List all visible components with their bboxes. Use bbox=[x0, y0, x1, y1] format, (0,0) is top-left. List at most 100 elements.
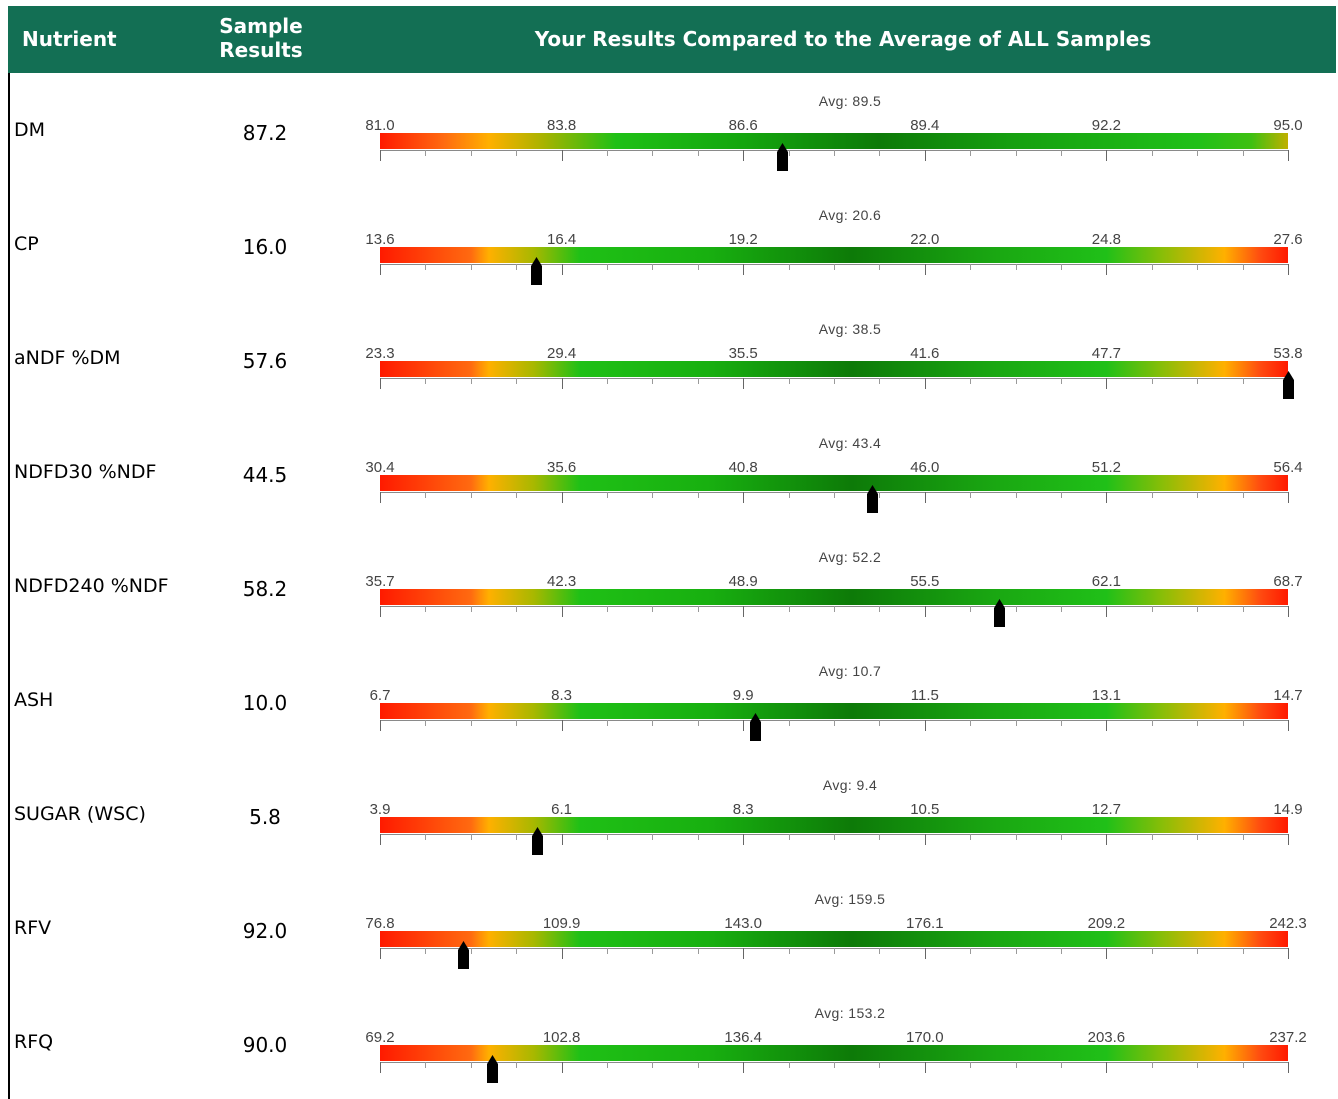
sample-marker-icon bbox=[531, 827, 543, 855]
nutrient-name: RFV bbox=[14, 917, 52, 939]
minor-tick bbox=[607, 264, 608, 270]
sample-marker-icon bbox=[994, 599, 1006, 627]
range-gradient-bar bbox=[380, 475, 1288, 491]
minor-tick bbox=[970, 834, 971, 840]
scale-tick-label: 14.9 bbox=[1273, 801, 1303, 818]
minor-tick bbox=[789, 606, 790, 612]
minor-tick bbox=[1061, 1062, 1062, 1068]
minor-tick bbox=[471, 492, 472, 498]
minor-tick bbox=[1152, 150, 1153, 156]
scale-tick-label: 14.7 bbox=[1273, 687, 1303, 704]
minor-tick bbox=[834, 834, 835, 840]
table-left-border bbox=[8, 73, 10, 1099]
major-tick bbox=[1288, 720, 1289, 731]
major-tick bbox=[380, 150, 381, 161]
minor-tick bbox=[607, 948, 608, 954]
minor-tick bbox=[425, 720, 426, 726]
minor-tick bbox=[698, 492, 699, 498]
major-tick bbox=[743, 948, 744, 959]
major-tick bbox=[380, 606, 381, 617]
minor-tick bbox=[1061, 264, 1062, 270]
minor-tick bbox=[607, 492, 608, 498]
major-tick bbox=[1288, 834, 1289, 845]
minor-tick bbox=[1197, 492, 1198, 498]
sample-result-value: 92.0 bbox=[242, 919, 288, 943]
scale-tick-label: 102.8 bbox=[542, 1029, 581, 1046]
minor-tick bbox=[652, 606, 653, 612]
table-header: Nutrient Sample Results Your Results Com… bbox=[8, 6, 1336, 73]
scale-tick-label: 35.6 bbox=[546, 459, 577, 476]
minor-tick bbox=[970, 492, 971, 498]
scale-tick-label: 55.5 bbox=[910, 573, 940, 590]
scale-tick-label: 8.3 bbox=[551, 687, 573, 704]
sample-marker-icon bbox=[867, 485, 879, 513]
average-label: Avg: 20.6 bbox=[818, 207, 882, 223]
major-tick bbox=[562, 948, 563, 959]
major-tick bbox=[380, 834, 381, 845]
minor-tick bbox=[879, 720, 880, 726]
minor-tick bbox=[879, 606, 880, 612]
minor-tick bbox=[1152, 948, 1153, 954]
header-comparison: Your Results Compared to the Average of … bbox=[534, 27, 1152, 51]
average-label: Avg: 9.4 bbox=[822, 777, 878, 793]
nutrient-name: NDFD240 %NDF bbox=[14, 575, 169, 597]
minor-tick bbox=[879, 948, 880, 954]
minor-tick bbox=[1016, 264, 1017, 270]
minor-tick bbox=[834, 606, 835, 612]
minor-tick bbox=[516, 492, 517, 498]
minor-tick bbox=[516, 1062, 517, 1068]
minor-tick bbox=[789, 1062, 790, 1068]
minor-tick bbox=[879, 150, 880, 156]
minor-tick bbox=[471, 150, 472, 156]
minor-tick bbox=[1016, 1062, 1017, 1068]
minor-tick bbox=[789, 264, 790, 270]
minor-tick bbox=[1152, 492, 1153, 498]
minor-tick bbox=[1016, 150, 1017, 156]
scale-tick-label: 68.7 bbox=[1273, 573, 1303, 590]
major-tick bbox=[1106, 264, 1107, 275]
minor-tick bbox=[1152, 264, 1153, 270]
minor-tick bbox=[1061, 720, 1062, 726]
major-tick bbox=[562, 264, 563, 275]
minor-tick bbox=[471, 1062, 472, 1068]
scale-tick-label: 19.2 bbox=[728, 231, 758, 248]
major-tick bbox=[925, 834, 926, 845]
major-tick bbox=[380, 492, 381, 503]
scale-tick-label: 30.4 bbox=[365, 459, 395, 476]
major-tick bbox=[380, 1062, 381, 1073]
minor-tick bbox=[1061, 492, 1062, 498]
major-tick bbox=[743, 720, 744, 731]
scale-tick-label: 13.1 bbox=[1091, 687, 1121, 704]
minor-tick bbox=[879, 1062, 880, 1068]
minor-tick bbox=[834, 1062, 835, 1068]
major-tick bbox=[925, 606, 926, 617]
major-tick bbox=[925, 492, 926, 503]
scale-tick-label: 9.9 bbox=[732, 687, 754, 704]
minor-tick bbox=[1152, 1062, 1153, 1068]
nutrient-row: NDFD30 %NDF 44.5 Avg: 43.4 30.4 35.6 40.8 46.0… bbox=[0, 415, 1338, 529]
major-tick bbox=[1106, 834, 1107, 845]
nutrient-row: CP 16.0 Avg: 20.6 13.6 16.4 19.2 22.0 24.8 27.6 bbox=[0, 187, 1338, 301]
major-tick bbox=[380, 378, 381, 389]
major-tick bbox=[1288, 150, 1289, 161]
minor-tick bbox=[1016, 948, 1017, 954]
minor-tick bbox=[516, 150, 517, 156]
scale-tick-label: 46.0 bbox=[910, 459, 940, 476]
minor-tick bbox=[425, 264, 426, 270]
minor-tick bbox=[1197, 1062, 1198, 1068]
minor-tick bbox=[1016, 606, 1017, 612]
scale-tick-label: 47.7 bbox=[1091, 345, 1121, 362]
minor-tick bbox=[516, 264, 517, 270]
sample-marker-icon bbox=[1283, 371, 1294, 399]
sample-result-value: 58.2 bbox=[242, 577, 288, 601]
scale-tick-label: 40.8 bbox=[728, 459, 758, 476]
minor-tick bbox=[652, 150, 653, 156]
sample-result-value: 16.0 bbox=[242, 235, 288, 259]
average-label: Avg: 38.5 bbox=[818, 321, 882, 337]
major-tick bbox=[562, 1062, 563, 1073]
minor-tick bbox=[879, 834, 880, 840]
major-tick bbox=[1106, 720, 1107, 731]
major-tick bbox=[562, 720, 563, 731]
minor-tick bbox=[607, 606, 608, 612]
header-nutrient: Nutrient bbox=[22, 27, 117, 51]
